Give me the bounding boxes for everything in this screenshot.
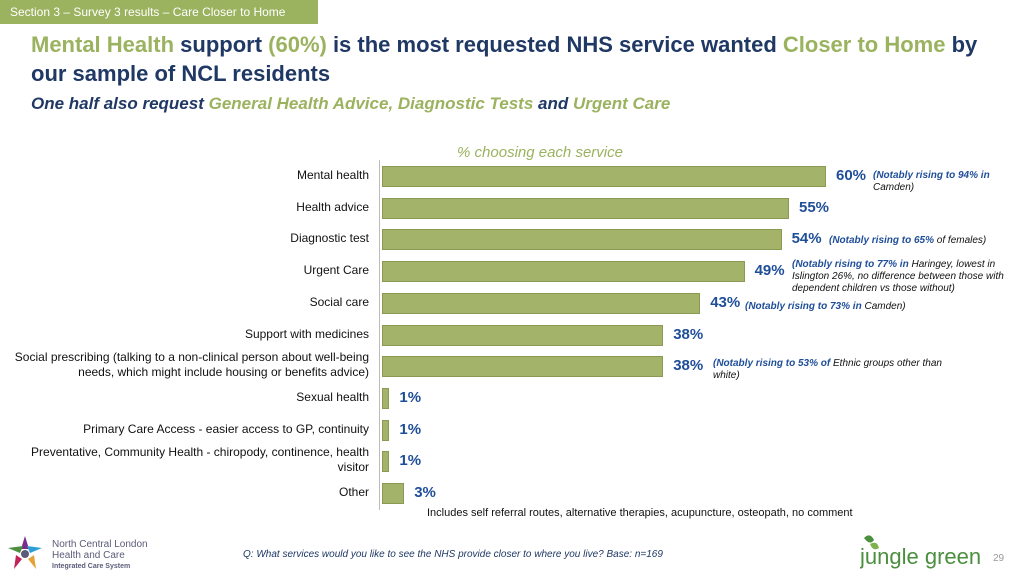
bar <box>382 387 390 409</box>
category-label: Social prescribing (talking to a non-cli… <box>14 350 369 380</box>
title-part: is the most requested NHS service wanted <box>326 32 783 57</box>
category-label: Urgent Care <box>303 263 369 278</box>
bar <box>382 483 405 504</box>
title-part: by our sample of NCL residents <box>31 32 978 86</box>
value-label: 38% <box>673 357 704 375</box>
annotation-lead: (Notably rising to 94% in <box>873 170 990 181</box>
bar <box>382 261 745 283</box>
subtitle-part: General Health Advice, Diagnostic Tests <box>208 94 534 113</box>
category-label: Mental health <box>296 168 369 182</box>
title-part: Mental Health <box>31 32 175 57</box>
category-label: Other <box>338 485 369 499</box>
value-label: 1% <box>399 420 422 438</box>
annotation-rest: Ethnic groups other than white) <box>713 358 942 381</box>
bar <box>382 166 826 187</box>
value-label: 60% <box>836 167 867 184</box>
page-number: 29 <box>993 553 1005 564</box>
logo-wordmark: jungle green <box>860 544 980 569</box>
category-label: Social care <box>309 294 369 309</box>
chart-footnote: Includes self referral routes, alternati… <box>427 507 853 519</box>
bar <box>382 324 664 346</box>
annotation-rest: Camden) <box>873 182 915 193</box>
value-label: 49% <box>754 262 785 280</box>
ncl-line: Integrated Care System <box>52 563 131 570</box>
value-label: 43% <box>710 293 741 311</box>
survey-question: Q: What services would you like to see t… <box>243 549 663 560</box>
subtitle-part: Urgent Care <box>572 94 671 113</box>
ncl-logo-text: North Central London Health and Care Int… <box>52 539 148 572</box>
subtitle-part: and <box>533 94 573 113</box>
annotation-diagnostic-test: (Notably rising to 65% of females) <box>829 235 1019 247</box>
title-part: (60%) <box>268 32 327 57</box>
page-title: Mental Health support (60%) is the most … <box>31 30 991 88</box>
ncl-line: North Central London <box>52 539 148 550</box>
value-label: 55% <box>799 198 830 216</box>
annotation-rest: of females) <box>936 235 987 246</box>
annotation-social-care: (Notably rising to 73% in Camden) <box>745 301 945 313</box>
value-label: 3% <box>414 484 436 501</box>
value-label: 38% <box>673 325 704 343</box>
annotation-lead: (Notably rising to 77% in <box>792 259 912 270</box>
category-label: Sexual health <box>296 389 369 404</box>
annotation-social-prescribing: (Notably rising to 53% of Ethnic groups … <box>713 358 943 382</box>
value-label: 1% <box>399 388 422 406</box>
ncl-line: Health and Care <box>52 550 125 561</box>
category-label: Support with medicines <box>244 326 369 341</box>
annotation-rest: Camden) <box>864 301 906 312</box>
category-label: Health advice <box>296 199 369 214</box>
category-label: Preventative, Community Health - chiropo… <box>31 445 369 475</box>
section-tag: Section 3 – Survey 3 results – Care Clos… <box>0 0 318 24</box>
bar <box>382 419 390 441</box>
bar <box>382 356 664 378</box>
annotation-mental-health: (Notably rising to 94% in Camden) <box>873 170 1013 194</box>
value-label: 54% <box>791 230 822 248</box>
value-label: 1% <box>399 452 422 470</box>
title-part: Closer to Home <box>782 32 946 57</box>
category-label: Diagnostic test <box>290 231 369 246</box>
bar <box>382 197 789 219</box>
bar <box>382 451 390 473</box>
bar <box>382 292 701 314</box>
page-subtitle: One half also request General Health Adv… <box>31 94 991 114</box>
annotation-lead: (Notably rising to 65% <box>829 235 937 246</box>
annotation-lead: (Notably rising to 73% in <box>745 301 865 312</box>
subtitle-part: One half also request <box>31 94 209 113</box>
category-label: Primary Care Access - easier access to G… <box>83 421 369 436</box>
ncl-star-logo-icon <box>8 536 42 569</box>
chart-title: % choosing each service <box>457 144 623 161</box>
annotation-lead: (Notably rising to 53% of <box>713 358 834 369</box>
chart-axis-line <box>379 160 380 510</box>
annotation-rest: Haringey, lowest in Islington 26%, no di… <box>792 259 1004 294</box>
bar <box>382 229 782 251</box>
title-part: support <box>174 32 269 57</box>
annotation-urgent-care: (Notably rising to 77% in Haringey, lowe… <box>792 259 1017 295</box>
jungle-green-logo-icon: jungle green <box>860 535 980 569</box>
